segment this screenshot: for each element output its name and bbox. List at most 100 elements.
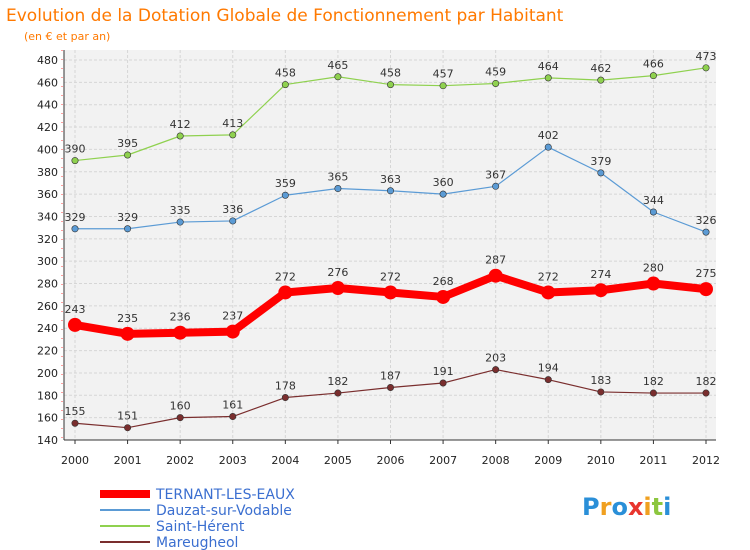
data-point — [330, 281, 345, 295]
data-point — [597, 388, 605, 396]
x-tick-label: 2003 — [219, 454, 247, 467]
y-tick-label: 240 — [37, 322, 58, 335]
data-point — [120, 326, 135, 341]
data-label: 182 — [643, 375, 664, 388]
data-label: 287 — [485, 254, 506, 267]
x-tick-label: 2004 — [271, 454, 299, 467]
data-point — [278, 285, 293, 300]
data-label: 191 — [433, 365, 454, 378]
axes: 140 160 180 200 220 240 260 280 300 320 340 360 380 4… — [37, 50, 720, 467]
legend-label: Saint-Hérent — [156, 519, 245, 535]
data-point — [334, 73, 342, 81]
legend-label: Dauzat-sur-Vodable — [156, 503, 292, 519]
y-tick-label: 200 — [37, 367, 58, 380]
data-point — [541, 285, 556, 300]
y-tick-label: 300 — [37, 255, 58, 268]
data-point — [281, 394, 289, 402]
data-point — [544, 376, 552, 384]
data-point — [439, 190, 447, 198]
y-tick-label: 280 — [37, 278, 58, 291]
data-point — [334, 185, 342, 193]
data-point — [699, 282, 713, 297]
data-point — [176, 414, 184, 422]
data-label: 194 — [538, 362, 559, 375]
data-label: 280 — [643, 262, 664, 275]
data-label: 458 — [275, 67, 296, 80]
data-label: 329 — [117, 211, 138, 224]
y-tick-label: 340 — [37, 210, 58, 223]
data-label: 275 — [696, 267, 717, 280]
data-point — [71, 157, 79, 165]
data-point — [225, 324, 240, 339]
data-point — [702, 64, 710, 72]
data-label: 237 — [222, 310, 243, 323]
data-point — [702, 228, 710, 236]
data-point — [492, 366, 500, 374]
data-label: 268 — [433, 275, 454, 288]
legend-label: TERNANT-LES-EAUX — [155, 487, 295, 503]
data-label: 367 — [485, 168, 506, 181]
x-tick-label: 2009 — [534, 454, 562, 467]
y-tick-label: 180 — [37, 389, 58, 402]
chart-subtitle: (en € et par an) — [24, 30, 110, 43]
x-tick-label: 2000 — [61, 454, 89, 467]
data-label: 182 — [696, 375, 717, 388]
data-label: 344 — [643, 194, 664, 207]
data-label: 161 — [222, 399, 243, 412]
data-point — [492, 79, 500, 87]
y-tick-label: 440 — [37, 99, 58, 112]
grid — [64, 50, 716, 441]
data-label: 183 — [590, 374, 611, 387]
data-point — [176, 218, 184, 226]
y-tick-label: 480 — [37, 54, 58, 67]
legend: TERNANT-LES-EAUXDauzat-sur-VodableSaint-… — [100, 487, 295, 550]
data-point — [229, 131, 237, 139]
proxiti-logo-text: Proxiti — [582, 493, 671, 521]
data-label: 462 — [590, 62, 611, 75]
data-label: 402 — [538, 129, 559, 142]
data-label: 465 — [327, 59, 348, 72]
data-label: 155 — [65, 405, 86, 418]
y-tick-label: 160 — [37, 412, 58, 425]
data-point — [702, 389, 710, 397]
x-tick-label: 2011 — [639, 454, 667, 467]
data-point — [281, 81, 289, 89]
data-label: 276 — [327, 266, 348, 279]
x-tick-label: 2001 — [114, 454, 142, 467]
data-label: 243 — [65, 303, 86, 316]
x-tick-label: 2002 — [166, 454, 194, 467]
data-label: 236 — [170, 311, 191, 324]
y-tick-label: 420 — [37, 121, 58, 134]
data-point — [173, 325, 188, 340]
data-point — [488, 268, 503, 283]
data-label: 466 — [643, 58, 664, 71]
data-point — [176, 132, 184, 140]
data-label: 412 — [170, 118, 191, 131]
data-label: 458 — [380, 67, 401, 80]
data-label: 274 — [590, 268, 611, 281]
data-point — [544, 143, 552, 151]
x-tick-label: 2005 — [324, 454, 352, 467]
data-point — [124, 151, 132, 159]
data-label: 363 — [380, 173, 401, 186]
data-point — [71, 225, 79, 233]
y-tick-label: 140 — [37, 434, 58, 447]
data-label: 365 — [327, 171, 348, 184]
data-point — [649, 389, 657, 397]
x-tick-label: 2012 — [692, 454, 720, 467]
data-label: 272 — [538, 270, 559, 283]
data-label: 182 — [327, 375, 348, 388]
data-label: 178 — [275, 380, 296, 393]
data-label: 335 — [170, 204, 191, 217]
legend-label: Mareugheol — [156, 535, 238, 550]
data-label: 457 — [433, 68, 454, 81]
data-label: 235 — [117, 312, 138, 325]
series-lines: 155 151 160 161 178 182 187 191 203 194 183 182 182 3… — [65, 50, 717, 432]
data-label: 272 — [275, 270, 296, 283]
data-point — [649, 72, 657, 80]
chart-title: Evolution de la Dotation Globale de Fonc… — [6, 6, 564, 26]
proxiti-logo: Proxiti — [582, 493, 671, 521]
y-tick-label: 360 — [37, 188, 58, 201]
